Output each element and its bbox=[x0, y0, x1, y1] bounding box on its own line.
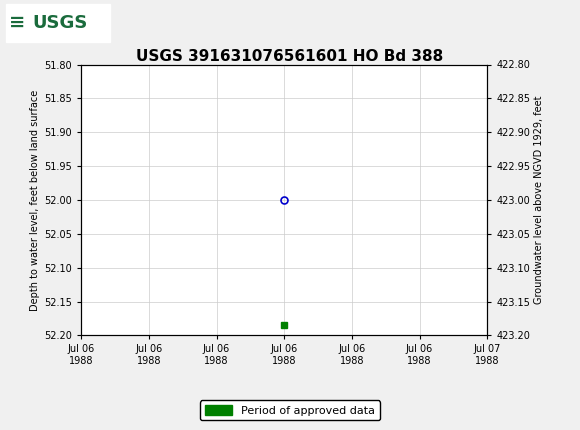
Text: USGS: USGS bbox=[32, 14, 87, 31]
Y-axis label: Depth to water level, feet below land surface: Depth to water level, feet below land su… bbox=[30, 89, 40, 310]
Legend: Period of approved data: Period of approved data bbox=[200, 400, 380, 420]
Bar bbox=[6, 3, 110, 42]
Text: USGS 391631076561601 HO Bd 388: USGS 391631076561601 HO Bd 388 bbox=[136, 49, 444, 64]
Text: ≡: ≡ bbox=[9, 13, 25, 32]
Y-axis label: Groundwater level above NGVD 1929, feet: Groundwater level above NGVD 1929, feet bbox=[534, 96, 545, 304]
